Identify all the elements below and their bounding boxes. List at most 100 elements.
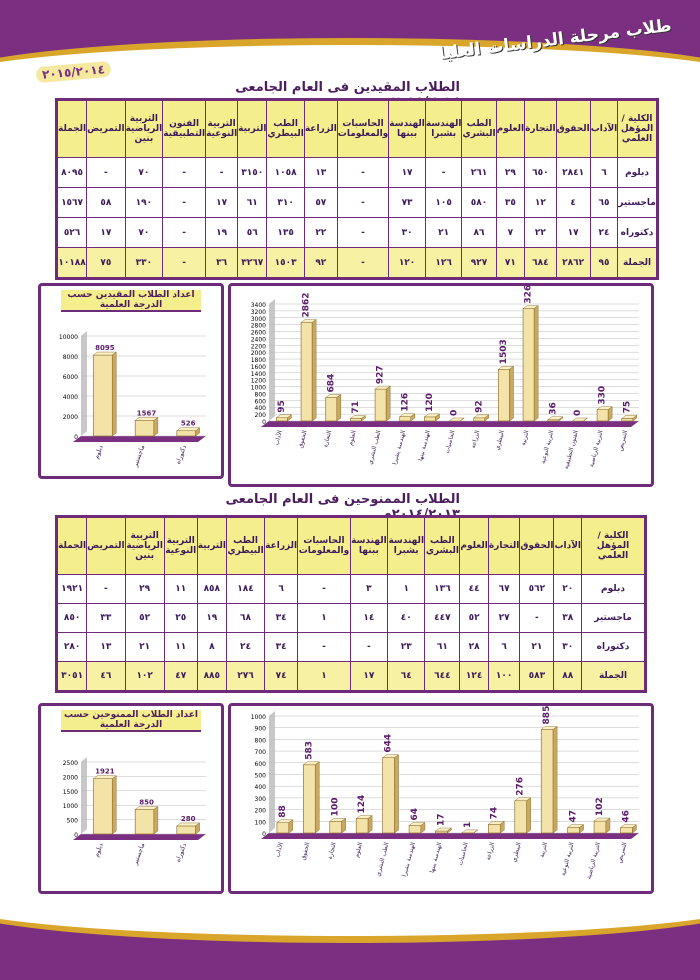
small-chart2: 0 500 1000 1500 2000 2500 1921 دبلوم 850 ماجستير 2… bbox=[63, 757, 206, 867]
granted-cell: ١٨٤ bbox=[225, 574, 266, 604]
enrolled-table: الكلية / المؤهل العلمي الآداب الحقوق التجار… bbox=[55, 98, 659, 280]
bar-side bbox=[558, 416, 564, 422]
granted-cell: ١١ bbox=[163, 632, 198, 662]
bar bbox=[514, 800, 527, 834]
granted-cell: ٥٦٢ bbox=[519, 574, 555, 604]
bar bbox=[176, 825, 196, 835]
page-number: ٣ bbox=[340, 922, 349, 938]
category-label: البيطري bbox=[511, 841, 523, 862]
y-tick-label: 2200 bbox=[251, 343, 266, 350]
category-label: التربية النوعية bbox=[540, 429, 556, 464]
granted-cell: ٦٧ bbox=[487, 574, 521, 604]
category-label: الهندسة ببنها bbox=[417, 429, 432, 461]
enrolled-cell: ١٥٦٧ bbox=[55, 187, 88, 218]
granted-cell: ٣٠ bbox=[553, 632, 582, 662]
category-label: الحقوق bbox=[300, 841, 312, 861]
category-label: ماجستير bbox=[131, 842, 147, 867]
bar-value-label: 330 bbox=[598, 386, 608, 405]
bar-side bbox=[410, 413, 416, 422]
enrolled-cell: ٥٨٠ bbox=[461, 187, 497, 218]
bar bbox=[355, 818, 369, 834]
bar-side bbox=[394, 754, 399, 834]
enrolled-col-header: التجارة bbox=[524, 99, 557, 158]
small-chart1-title: اعداد الطلاب المقيدين حسب الدرجة العلمية bbox=[61, 290, 201, 312]
chart-floor bbox=[73, 436, 206, 442]
granted-cell: - bbox=[297, 574, 351, 604]
bar-side bbox=[447, 827, 452, 834]
enrolled-cell: ١٢٦ bbox=[424, 247, 463, 279]
y-tick-label: 2000 bbox=[251, 350, 266, 357]
enrolled-cell: ١٧ bbox=[205, 187, 239, 218]
granted-col-header: التربية الرياضية بنين bbox=[124, 516, 165, 575]
category-label: ماجستير bbox=[131, 444, 147, 469]
y-tick-label: 0 bbox=[262, 831, 266, 838]
granted-cell: ٦٤ bbox=[387, 661, 426, 692]
bar bbox=[300, 322, 313, 422]
bar-value-label: 88 bbox=[278, 805, 288, 818]
bar bbox=[176, 430, 196, 437]
enrolled-cell: ١٠١٨٨ bbox=[55, 247, 88, 279]
y-tick-label: 800 bbox=[255, 737, 267, 744]
bar bbox=[596, 409, 609, 422]
granted-cell: ٢٨٠ bbox=[55, 632, 88, 662]
category-label: دبلوم bbox=[92, 842, 104, 858]
enrolled-cell: ٣٢٦٧ bbox=[237, 247, 268, 279]
enrolled-cell: ١٩٠ bbox=[124, 187, 164, 218]
granted-col-header: الزراعة bbox=[264, 516, 299, 575]
granted-cell: ٨٨ bbox=[553, 661, 582, 692]
y-tick-label: 1600 bbox=[251, 364, 266, 371]
bar-value-label: 850 bbox=[139, 799, 154, 807]
bar-value-label: 95 bbox=[277, 400, 287, 413]
enrolled-cell: - bbox=[162, 217, 207, 248]
category-label: دبلوم bbox=[92, 444, 104, 460]
granted-cell: ٥٨٣ bbox=[519, 661, 555, 692]
enrolled-cell: - bbox=[205, 157, 239, 188]
granted-row: دكتوراه ٣٠ ٢١ ٦ ٢٨ ٦١ ٢٣- -٣٤ ٢٤ ٨ ١١ ٢١ ١٣ ٢٨٠ bbox=[55, 632, 646, 662]
granted-cell: ٥٢ bbox=[124, 603, 165, 633]
granted-cell: ٢٥ bbox=[163, 603, 198, 633]
enrolled-cell: ٣٠ bbox=[388, 217, 426, 248]
y-tick-label: 8000 bbox=[63, 354, 78, 361]
category-label: الهندسة ببنها bbox=[429, 841, 444, 873]
bar-value-label: 885 bbox=[542, 706, 552, 724]
y-tick-label: 2000 bbox=[63, 414, 78, 421]
bar-value-label: 0 bbox=[450, 410, 460, 416]
y-tick-label: 3000 bbox=[251, 316, 266, 323]
category-label: العلوم bbox=[353, 841, 364, 858]
y-tick-label: 1000 bbox=[251, 714, 266, 721]
bar-value-label: 75 bbox=[622, 401, 632, 414]
y-tick-label: 300 bbox=[255, 796, 267, 803]
bar-value-label: 100 bbox=[331, 798, 341, 817]
enrolled-row-label: ماجستير bbox=[617, 187, 658, 218]
enrolled-cell: - bbox=[336, 247, 390, 279]
granted-col-header: التمريض bbox=[86, 516, 126, 575]
granted-row-label: الجملة bbox=[581, 661, 646, 692]
bar-top bbox=[461, 829, 479, 834]
enrolled-col-header: الحاسبات والمعلومات bbox=[336, 99, 390, 158]
granted-cell: ٢٣ bbox=[387, 632, 426, 662]
enrolled-cell: ٥٧ bbox=[303, 187, 338, 218]
bar-side bbox=[607, 406, 613, 422]
granted-col-header: الحقوق bbox=[519, 516, 555, 575]
category-label: الحقوق bbox=[297, 429, 309, 449]
y-tick-label: 2800 bbox=[251, 323, 266, 330]
y-tick-label: 1000 bbox=[63, 803, 78, 810]
bar-value-label: 276 bbox=[516, 777, 526, 796]
bar-side bbox=[552, 726, 558, 834]
bar bbox=[424, 416, 436, 422]
bar-side bbox=[153, 806, 159, 835]
granted-col-header: التربية bbox=[196, 516, 227, 575]
category-label: الهندسة بشبرا bbox=[401, 841, 417, 877]
y-tick-label: 1500 bbox=[63, 789, 78, 796]
category-label: التربية النوعية bbox=[560, 841, 576, 876]
granted-cell: ٦٨ bbox=[225, 603, 266, 633]
enrolled-cell: - bbox=[336, 187, 390, 218]
enrolled-cell: ٦٨٤ bbox=[524, 247, 557, 279]
enrolled-col-header: التربية النوعية bbox=[205, 99, 239, 158]
enrolled-cell: ١٢٠ bbox=[388, 247, 426, 279]
enrolled-row-label: دبلوم bbox=[617, 157, 658, 188]
y-tick-label: 6000 bbox=[63, 374, 78, 381]
enrolled-cell: - bbox=[424, 157, 463, 188]
bar-side bbox=[341, 817, 346, 834]
